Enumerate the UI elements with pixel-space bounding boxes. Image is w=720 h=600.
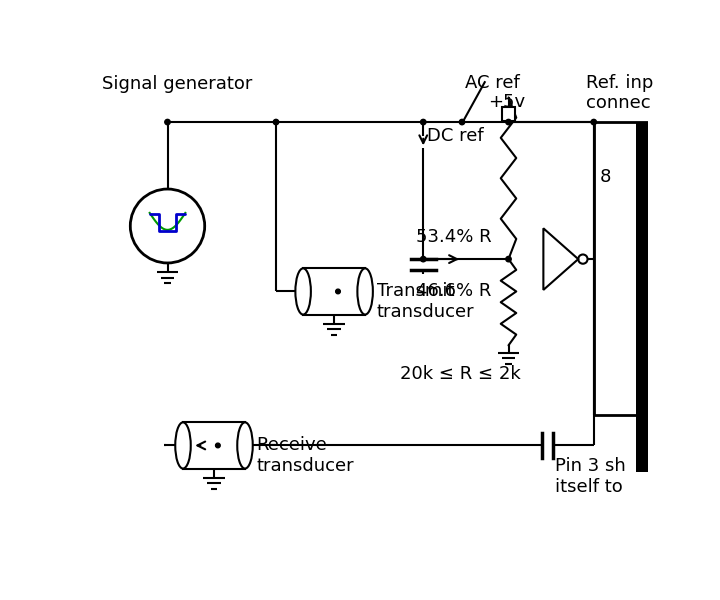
Circle shape (215, 443, 220, 448)
Text: DC ref: DC ref (427, 127, 484, 145)
Bar (594, 122, 648, 415)
Text: 20k ≤ R ≤ 2k: 20k ≤ R ≤ 2k (400, 365, 521, 383)
Ellipse shape (295, 268, 311, 314)
Bar (503, 107, 515, 121)
Circle shape (505, 256, 511, 262)
Circle shape (420, 119, 426, 125)
Text: 53.4% R: 53.4% R (415, 229, 491, 247)
Circle shape (274, 119, 279, 125)
Text: AC ref: AC ref (465, 74, 520, 92)
Circle shape (165, 119, 170, 125)
Text: Pin 3 sh
itself to: Pin 3 sh itself to (555, 457, 626, 496)
Bar (636, 122, 648, 415)
Circle shape (336, 289, 341, 294)
Ellipse shape (238, 422, 253, 469)
Text: 46.6% R: 46.6% R (415, 282, 491, 300)
Circle shape (591, 119, 596, 125)
Bar (303, 268, 365, 314)
Bar (183, 422, 245, 469)
Text: 8: 8 (600, 168, 611, 186)
Text: Receive
transducer: Receive transducer (256, 436, 354, 475)
Text: Signal generator: Signal generator (102, 75, 253, 93)
Text: Transmit
transducer: Transmit transducer (377, 282, 474, 321)
Circle shape (459, 119, 464, 125)
Circle shape (420, 256, 426, 262)
Text: Ref. inp
connec: Ref. inp connec (586, 74, 653, 112)
Ellipse shape (357, 268, 373, 314)
Bar (636, 415, 648, 472)
Ellipse shape (175, 422, 191, 469)
Circle shape (505, 119, 511, 125)
Text: +5v: +5v (488, 93, 526, 111)
